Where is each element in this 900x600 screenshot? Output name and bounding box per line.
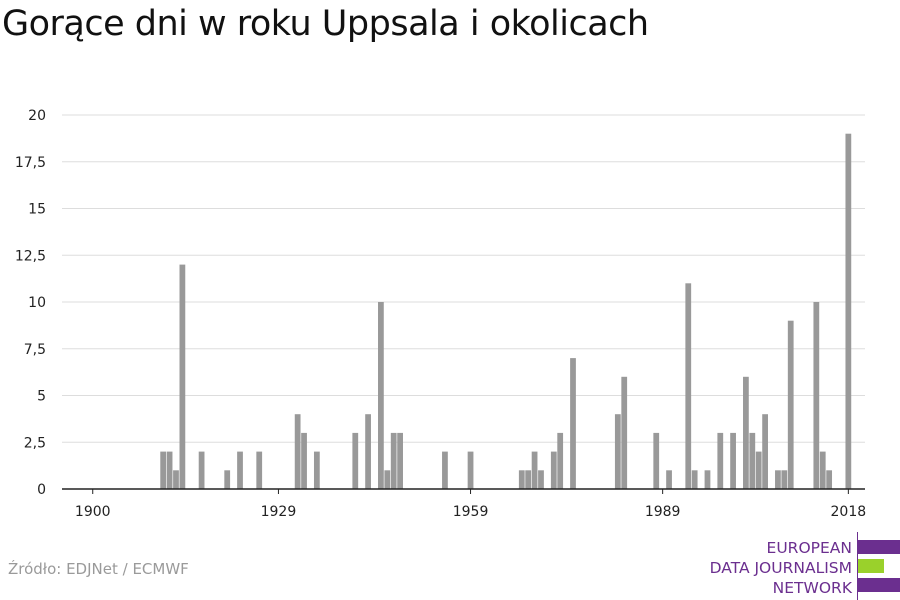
bars	[160, 133, 852, 489]
logo-line-3: NETWORK	[772, 579, 852, 597]
bar-1945	[378, 302, 384, 489]
chart-title: Gorące dni w roku Uppsala i okolicach	[2, 4, 649, 44]
bar-2005	[762, 414, 768, 489]
bar-1975	[570, 358, 576, 489]
logo-line-2: DATA JOURNALISM	[709, 559, 852, 577]
bar-1935	[313, 451, 320, 489]
bar-2014	[819, 451, 826, 489]
x-tick-label: 1989	[645, 504, 681, 520]
x-tick-label: 1929	[261, 504, 297, 520]
y-tick-label: 2,5	[24, 435, 46, 451]
logo-text: EUROPEAN DATA JOURNALISM NETWORK	[710, 538, 852, 598]
bar-1914	[179, 264, 186, 489]
bar-2013	[813, 302, 820, 489]
bar-2018	[845, 133, 852, 489]
bar-1941	[352, 432, 359, 489]
logo-bar-middle	[858, 559, 884, 573]
bar-1917	[198, 451, 205, 489]
bar-1994	[691, 470, 698, 489]
bar-1932	[294, 414, 301, 489]
bar-1912	[166, 451, 173, 489]
bar-2000	[730, 432, 736, 489]
bar-1993	[685, 283, 692, 489]
x-tick-label: 2018	[831, 504, 867, 520]
gridlines	[62, 114, 865, 443]
bar-1943	[365, 414, 371, 489]
bar-1973	[557, 432, 564, 489]
bar-1983	[621, 376, 628, 489]
y-tick-label: 12,5	[15, 248, 46, 264]
edjnet-logo[interactable]: EUROPEAN DATA JOURNALISM NETWORK	[700, 532, 900, 600]
bar-1946	[384, 470, 391, 489]
bar-2008	[781, 470, 788, 489]
bar-1923	[237, 451, 243, 489]
bar-2007	[775, 470, 781, 489]
bar-1988	[653, 432, 660, 489]
y-tick-label: 17,5	[15, 155, 46, 171]
bar-1982	[614, 414, 621, 489]
logo-bar-top	[858, 540, 900, 554]
bar-1933	[301, 432, 307, 489]
bar-2009	[787, 320, 794, 489]
bar-2004	[755, 451, 762, 489]
bar-chart: 0 2,5 5 7,5 10 12,5 15 17,5 20 1900 1929 1959 1989 2…	[15, 108, 867, 520]
bar-1968	[525, 470, 532, 489]
bar-1911	[160, 451, 167, 489]
bar-1970	[538, 470, 544, 489]
source-note: Źródło: EDJNet / ECMWF	[8, 560, 189, 578]
bar-1969	[531, 451, 538, 489]
logo-bar-bottom	[858, 578, 900, 592]
bar-1913	[173, 470, 179, 489]
bar-1947	[390, 432, 397, 489]
bar-2003	[749, 432, 756, 489]
bar-2002	[743, 376, 749, 489]
bar-1926	[256, 451, 263, 489]
y-tick-label: 15	[28, 202, 46, 218]
y-tick-label: 10	[28, 295, 46, 311]
logo-divider	[857, 532, 858, 600]
logo-line-1: EUROPEAN	[766, 539, 852, 557]
bar-1967	[518, 470, 525, 489]
y-axis-labels: 0 2,5 5 7,5 10 12,5 15 17,5 20	[15, 108, 46, 498]
bar-1948	[397, 432, 403, 489]
bar-1955	[442, 451, 448, 489]
y-tick-label: 5	[37, 389, 46, 405]
bar-1921	[224, 470, 231, 489]
x-tick-label: 1900	[75, 504, 111, 520]
bar-1996	[704, 470, 711, 489]
bar-1959	[467, 451, 474, 489]
y-tick-label: 20	[28, 108, 46, 124]
y-tick-label: 7,5	[24, 342, 46, 358]
x-tick-label: 1959	[453, 504, 489, 520]
y-tick-label: 0	[37, 482, 46, 498]
x-axis: 1900 1929 1959 1989 2018	[62, 488, 867, 520]
bar-2015	[826, 470, 833, 489]
bar-1972	[550, 451, 557, 489]
bar-1998	[717, 432, 724, 489]
bar-1990	[666, 470, 672, 489]
